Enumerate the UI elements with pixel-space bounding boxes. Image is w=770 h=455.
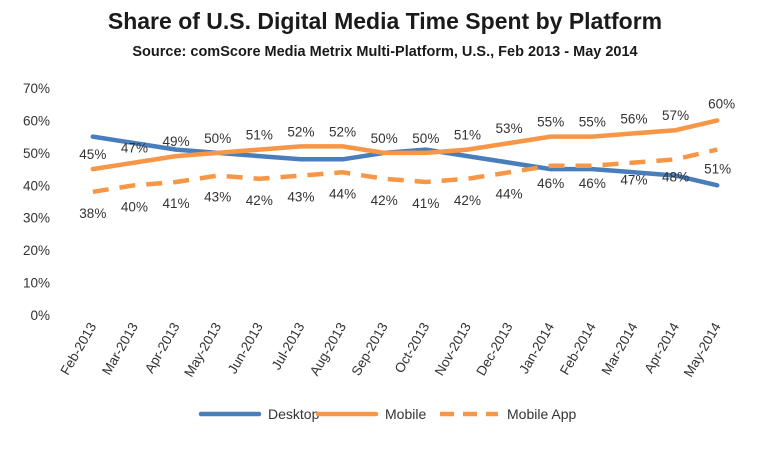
data-label-mobile-app: 43%: [287, 190, 314, 205]
y-tick-label: 30%: [23, 211, 50, 226]
data-label-mobile-app: 42%: [371, 193, 398, 208]
data-label-mobile-app: 42%: [454, 193, 481, 208]
data-label-mobile: 55%: [579, 115, 606, 130]
x-tick-label: Dec-2013: [473, 320, 515, 378]
x-tick-label: Apr-2014: [641, 320, 682, 376]
data-label-mobile-app: 38%: [79, 206, 106, 221]
series-line-mobile-app: [92, 147, 718, 195]
data-label-mobile-app: 46%: [537, 176, 564, 191]
y-tick-label: 70%: [23, 81, 50, 96]
data-label-mobile: 51%: [246, 128, 273, 143]
data-label-mobile: 55%: [537, 115, 564, 130]
x-tick-label: Mar-2014: [599, 320, 641, 378]
y-tick-label: 20%: [23, 243, 50, 258]
data-label-mobile-app: 44%: [329, 186, 356, 201]
data-label-mobile: 56%: [620, 111, 647, 126]
data-label-mobile-app: 48%: [662, 169, 689, 184]
data-label-mobile: 50%: [204, 131, 231, 146]
x-tick-label: Nov-2013: [432, 320, 474, 378]
x-tick-label: May-2013: [181, 320, 224, 380]
x-tick-label: Jan-2014: [516, 320, 557, 377]
data-label-mobile-app: 41%: [163, 196, 190, 211]
legend-label-desktop: Desktop: [268, 406, 320, 422]
data-label-mobile-app: 40%: [121, 199, 148, 214]
x-tick-label: Feb-2013: [58, 320, 100, 378]
x-tick-label: Jul-2013: [269, 320, 308, 372]
data-label-mobile: 51%: [454, 128, 481, 143]
data-label-mobile: 52%: [287, 124, 314, 139]
data-label-mobile-app: 41%: [412, 196, 439, 211]
x-tick-label: Oct-2013: [392, 320, 433, 376]
x-tick-label: Sep-2013: [349, 320, 391, 378]
data-label-mobile-app: 46%: [579, 176, 606, 191]
y-tick-label: 60%: [23, 113, 50, 128]
data-label-mobile: 45%: [79, 147, 106, 162]
x-tick-label: Jun-2013: [225, 320, 266, 376]
x-tick-label: Apr-2013: [142, 320, 183, 376]
data-label-mobile-app: 51%: [704, 162, 731, 177]
y-tick-label: 40%: [23, 178, 50, 193]
x-tick-label: Aug-2013: [307, 320, 349, 378]
y-axis: 0% 10% 20% 30% 40% 50% 60% 70%: [23, 81, 50, 323]
x-tick-label: May-2014: [681, 320, 724, 380]
data-labels: 45% 47% 49% 50% 51% 52% 52% 50% 50% 51% 53% 55% 55% 5…: [79, 96, 735, 220]
data-label-mobile: 60%: [708, 96, 735, 111]
y-tick-label: 50%: [23, 146, 50, 161]
data-label-mobile-app: 47%: [620, 173, 647, 188]
plot-lines: [90, 118, 720, 195]
data-label-mobile: 53%: [496, 121, 523, 136]
data-label-mobile-app: 43%: [204, 190, 231, 205]
data-label-mobile: 47%: [121, 141, 148, 156]
data-label-mobile-app: 42%: [246, 193, 273, 208]
y-tick-label: 0%: [30, 308, 50, 323]
x-tick-label: Mar-2013: [99, 320, 141, 378]
data-label-mobile-app: 44%: [496, 186, 523, 201]
legend-label-mobile: Mobile: [385, 406, 426, 422]
data-label-mobile: 52%: [329, 124, 356, 139]
data-label-mobile: 49%: [163, 134, 190, 149]
chart-title: Share of U.S. Digital Media Time Spent b…: [107, 8, 663, 34]
legend: Desktop Mobile Mobile App: [198, 406, 576, 422]
legend-label-mobile-app: Mobile App: [507, 406, 576, 422]
data-label-mobile: 50%: [412, 131, 439, 146]
data-label-mobile: 57%: [662, 108, 689, 123]
series-line-mobile: [90, 118, 720, 172]
chart-subtitle: Source: comScore Media Metrix Multi-Plat…: [132, 44, 638, 60]
data-label-mobile: 50%: [371, 131, 398, 146]
y-tick-label: 10%: [23, 276, 50, 291]
x-tick-label: Feb-2014: [557, 320, 599, 378]
